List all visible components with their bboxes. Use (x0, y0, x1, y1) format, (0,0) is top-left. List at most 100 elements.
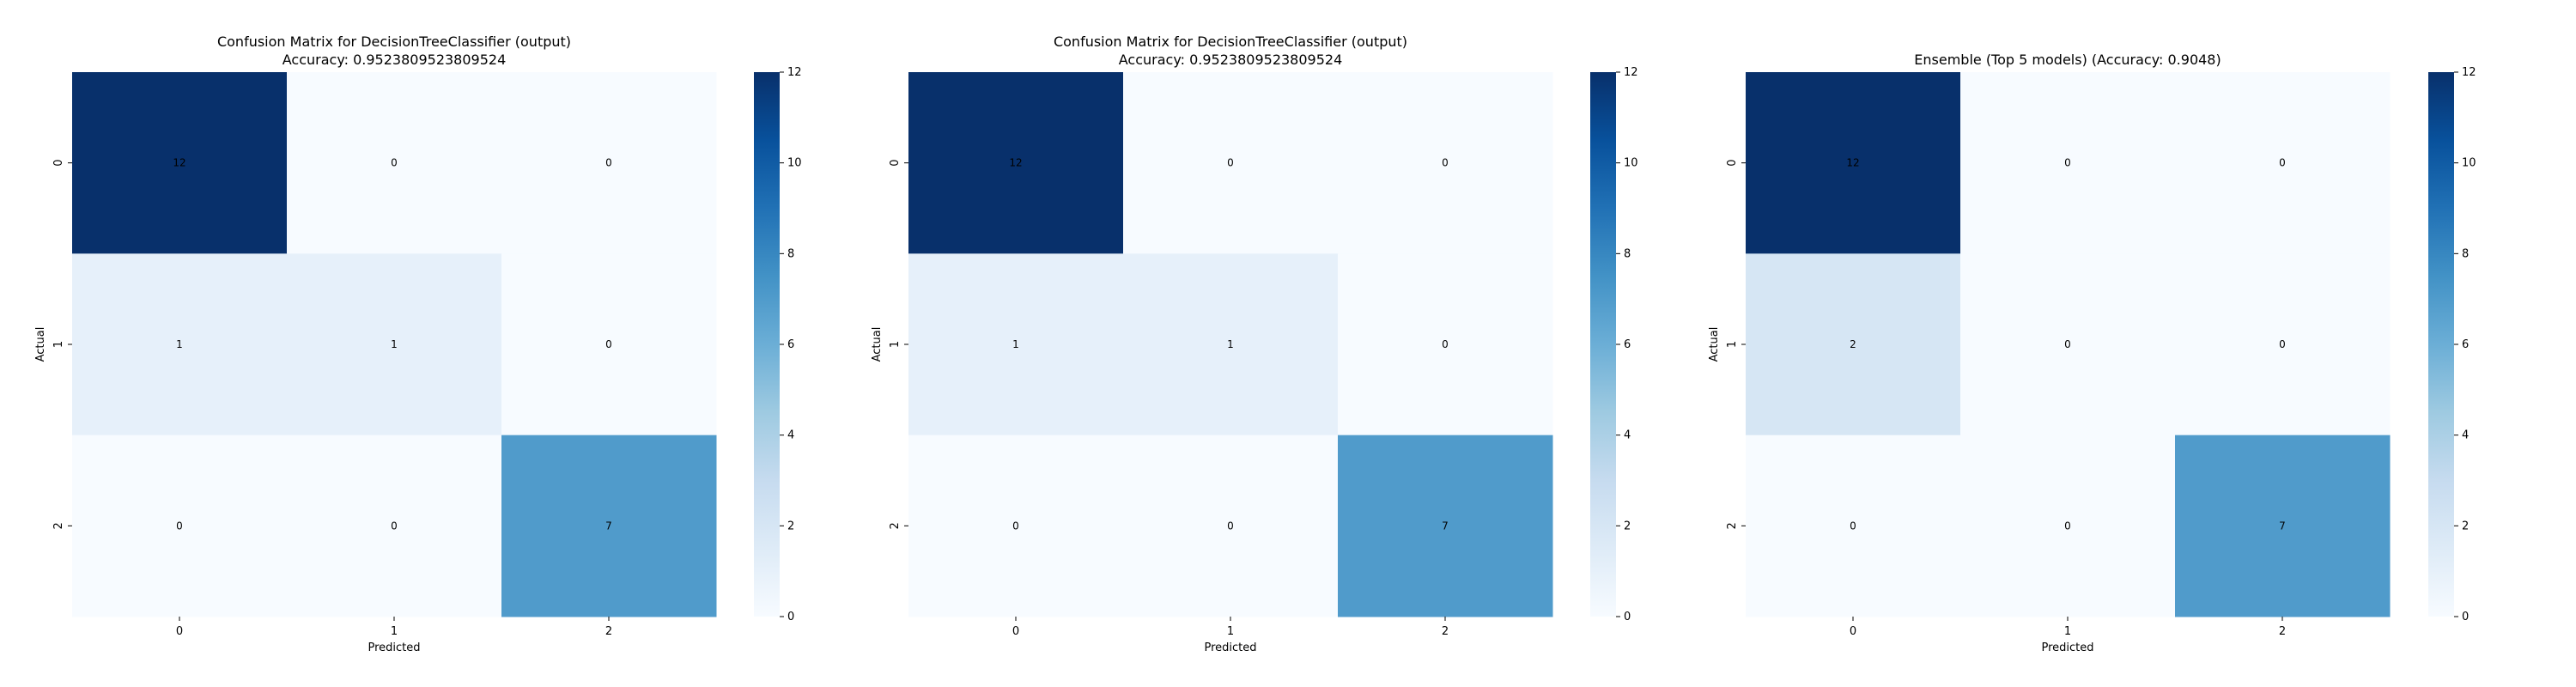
heatmap-cell-r1-c2 (1338, 253, 1553, 436)
cell-value-label: 0 (1227, 520, 1234, 532)
heatmap-cell-r2-c2 (501, 435, 717, 617)
heatmap-cell-r0-c1 (287, 72, 502, 254)
heatmap-cell-r2-c1 (1960, 435, 2176, 617)
x-tick-label: 0 (1850, 625, 1856, 638)
cell-value-label: 7 (1442, 520, 1449, 532)
heatmap-panel-2: Confusion Matrix for DecisionTreeClassif… (871, 33, 1638, 654)
colorbar-tick-label: 8 (1624, 247, 1631, 260)
colorbar-tick-label: 2 (2462, 520, 2469, 532)
colorbar-tick-label: 0 (2462, 611, 2469, 623)
colorbar-tick-label: 10 (2462, 157, 2476, 170)
y-axis-label: Actual (1708, 327, 1721, 362)
heatmap-cell-r2-c0 (72, 435, 288, 617)
y-tick-label: 0 (52, 160, 65, 167)
colorbar-tick-label: 4 (1624, 429, 1631, 442)
heatmap-cell-r1-c0 (908, 253, 1124, 436)
cell-value-label: 0 (391, 520, 398, 532)
cell-value-label: 0 (1227, 157, 1234, 169)
heatmap-cell-r0-c2 (501, 72, 717, 254)
heatmap-cell-r1-c2 (501, 253, 717, 436)
x-axis-label: Predicted (2041, 641, 2093, 654)
heatmap-cell-r0-c2 (1338, 72, 1553, 254)
x-tick-label: 2 (605, 625, 612, 638)
cell-value-label: 0 (605, 338, 612, 350)
heatmap-cell-r1-c1 (1960, 253, 2176, 436)
cell-value-label: 0 (2064, 520, 2071, 532)
y-tick-label: 0 (889, 160, 902, 167)
chart-title: Confusion Matrix for DecisionTreeClassif… (217, 33, 571, 50)
chart-title: Confusion Matrix for DecisionTreeClassif… (1054, 33, 1407, 50)
colorbar-tick-label: 12 (787, 66, 802, 79)
x-tick-label: 2 (2279, 625, 2286, 638)
heatmap-panel-1: Confusion Matrix for DecisionTreeClassif… (34, 33, 802, 654)
x-tick-label: 1 (2064, 625, 2071, 638)
heatmap-cell-r0-c1 (1123, 72, 1339, 254)
heatmap-cell-r2-c0 (1746, 435, 1961, 617)
y-tick-label: 2 (889, 522, 902, 529)
cell-value-label: 1 (176, 338, 183, 350)
colorbar-tick-label: 12 (2462, 66, 2476, 79)
x-axis-label: Predicted (368, 641, 420, 654)
heatmap-cell-r0-c0 (908, 72, 1124, 254)
cell-value-label: 0 (2279, 338, 2286, 350)
cell-value-label: 0 (1012, 520, 1019, 532)
colorbar-tick-label: 2 (1624, 520, 1631, 532)
heatmap-cell-r0-c1 (1960, 72, 2176, 254)
heatmap-cell-r1-c2 (2175, 253, 2391, 436)
heatmap-cell-r1-c0 (1746, 253, 1961, 436)
heatmap-cell-r1-c1 (287, 253, 502, 436)
colorbar-tick-label: 6 (787, 338, 794, 351)
cell-value-label: 0 (2064, 157, 2071, 169)
y-tick-label: 2 (1726, 522, 1739, 529)
colorbar (2428, 72, 2454, 617)
chart-subtitle: Accuracy: 0.9523809523809524 (1119, 52, 1343, 68)
x-axis-label: Predicted (1204, 641, 1256, 654)
cell-value-label: 1 (1227, 338, 1234, 350)
cell-value-label: 0 (1442, 338, 1449, 350)
cell-value-label: 12 (173, 157, 185, 169)
colorbar-tick-label: 12 (1624, 66, 1638, 79)
cell-value-label: 0 (176, 520, 183, 532)
y-axis-label: Actual (871, 327, 884, 362)
colorbar-tick-label: 6 (2462, 338, 2469, 351)
x-tick-label: 0 (1012, 625, 1019, 638)
cell-value-label: 12 (1846, 157, 1859, 169)
heatmap-panel-3: Ensemble (Top 5 models) (Accuracy: 0.904… (1708, 52, 2476, 654)
heatmap-cell-r1-c0 (72, 253, 288, 436)
colorbar-tick-label: 2 (787, 520, 794, 532)
heatmap-cell-r2-c0 (908, 435, 1124, 617)
colorbar-tick-label: 0 (787, 611, 794, 623)
colorbar (754, 72, 780, 617)
colorbar-tick-label: 8 (787, 247, 794, 260)
x-tick-label: 1 (1227, 625, 1234, 638)
colorbar-tick-label: 10 (1624, 157, 1638, 170)
cell-value-label: 1 (391, 338, 398, 350)
heatmap-cell-r2-c1 (287, 435, 502, 617)
cell-value-label: 7 (605, 520, 612, 532)
y-axis-label: Actual (34, 327, 47, 362)
cell-value-label: 0 (1850, 520, 1856, 532)
x-tick-label: 0 (176, 625, 183, 638)
cell-value-label: 7 (2279, 520, 2286, 532)
y-tick-label: 1 (52, 341, 65, 348)
cell-value-label: 1 (1012, 338, 1019, 350)
cell-value-label: 0 (391, 157, 398, 169)
heatmap-cell-r0-c2 (2175, 72, 2391, 254)
heatmap-cell-r2-c2 (2175, 435, 2391, 617)
colorbar-tick-label: 4 (787, 429, 794, 442)
cell-value-label: 0 (2279, 157, 2286, 169)
chart-title: Ensemble (Top 5 models) (Accuracy: 0.904… (1914, 52, 2221, 68)
colorbar (1590, 72, 1616, 617)
heatmap-cell-r2-c2 (1338, 435, 1553, 617)
x-tick-label: 1 (391, 625, 398, 638)
heatmap-cell-r2-c1 (1123, 435, 1339, 617)
x-tick-label: 2 (1442, 625, 1449, 638)
cell-value-label: 0 (605, 157, 612, 169)
heatmap-cell-r1-c1 (1123, 253, 1339, 436)
colorbar-tick-label: 8 (2462, 247, 2469, 260)
cell-value-label: 12 (1009, 157, 1022, 169)
colorbar-tick-label: 4 (2462, 429, 2469, 442)
y-tick-label: 2 (52, 522, 65, 529)
y-tick-label: 0 (1726, 160, 1739, 167)
